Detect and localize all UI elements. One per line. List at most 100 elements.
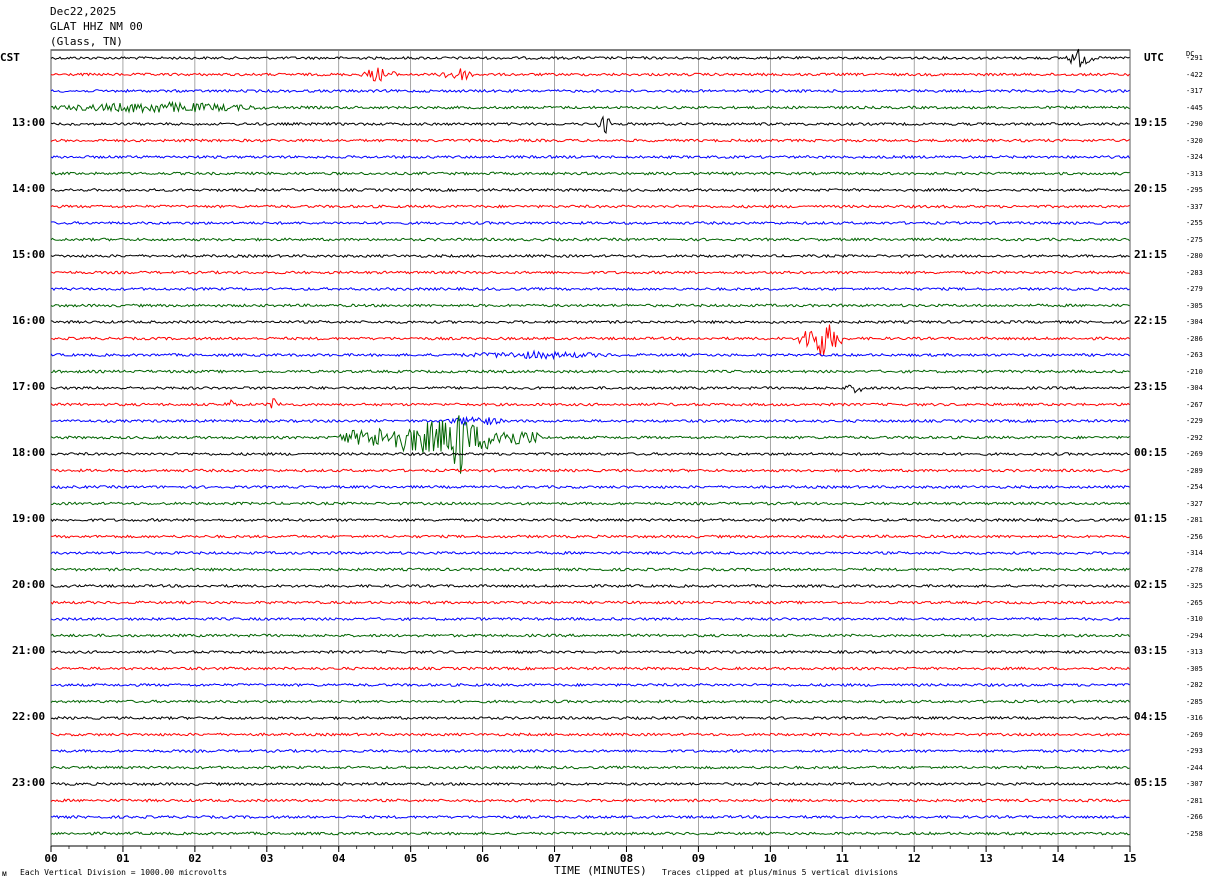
trace-line — [50, 468, 1130, 473]
right-hour-label: 03:15 — [1134, 644, 1168, 657]
trace-line — [50, 171, 1130, 176]
dc-offset-label: -291 — [1186, 54, 1203, 62]
dc-offset-label: -256 — [1186, 532, 1203, 541]
dc-offset-label: -317 — [1186, 87, 1203, 95]
dc-offset-label: -292 — [1186, 433, 1203, 442]
trace-line — [50, 398, 1130, 409]
trace-line — [50, 286, 1130, 292]
dc-offset-label: -258 — [1186, 829, 1203, 838]
trace-line — [50, 600, 1130, 605]
dc-offset-label: -255 — [1186, 219, 1203, 227]
left-hour-label: 15:00 — [12, 248, 46, 261]
trace-line — [50, 415, 1130, 426]
left-timezone: CST — [0, 51, 20, 64]
trace-line — [50, 715, 1130, 721]
right-hour-label: 00:15 — [1134, 446, 1168, 459]
dc-offset-label: -265 — [1186, 598, 1203, 607]
trace-line — [50, 616, 1130, 622]
dc-offset-label: -278 — [1186, 565, 1203, 574]
dc-offset-label: -294 — [1186, 631, 1203, 640]
left-hour-label: 22:00 — [12, 710, 46, 723]
trace-line — [50, 415, 1130, 474]
trace-line — [50, 237, 1130, 242]
x-tick-label: 05 — [404, 852, 417, 865]
x-tick-label: 01 — [116, 852, 130, 865]
right-hour-label: 02:15 — [1134, 578, 1168, 591]
trace-line — [50, 369, 1130, 374]
dc-offset-label: -305 — [1186, 664, 1203, 673]
station-location: (Glass, TN) — [50, 35, 123, 48]
dc-offset-label: -279 — [1186, 285, 1203, 293]
dc-offset-label: -445 — [1186, 103, 1203, 112]
dc-offset-label: -263 — [1186, 351, 1203, 359]
dc-offset-label: -310 — [1186, 615, 1203, 623]
plot-frame — [50, 49, 1131, 847]
trace-line — [50, 732, 1130, 737]
right-hour-label: 19:15 — [1134, 116, 1168, 129]
trace-line — [50, 67, 1130, 82]
trace-line — [50, 253, 1130, 259]
x-tick-label: 12 — [908, 852, 921, 865]
trace-line — [50, 666, 1130, 671]
plot-date: Dec22,2025 — [50, 5, 117, 18]
dc-offset-label: -269 — [1186, 730, 1203, 739]
x-tick-label: 15 — [1123, 852, 1136, 865]
trace-line — [50, 814, 1130, 820]
x-axis-label: TIME (MINUTES) — [554, 864, 647, 877]
trace-line — [50, 349, 1130, 361]
x-tick-label: 07 — [548, 852, 561, 865]
dc-offset-label: -313 — [1186, 169, 1203, 178]
trace-line — [50, 88, 1130, 94]
trace-line — [50, 138, 1130, 143]
right-hour-label: 01:15 — [1134, 512, 1168, 525]
dc-offset-label: -325 — [1186, 582, 1203, 590]
trace-line — [50, 204, 1130, 209]
dc-offset-label: -304 — [1186, 384, 1203, 392]
trace-line — [50, 781, 1130, 787]
left-hour-label: 16:00 — [12, 314, 46, 327]
right-timezone: UTC — [1144, 51, 1164, 64]
dc-offset-label: -285 — [1186, 697, 1203, 706]
trace-line — [50, 484, 1130, 490]
right-hour-label: 23:15 — [1134, 380, 1168, 393]
trace-line — [50, 633, 1130, 638]
dc-offset-label: -327 — [1186, 499, 1203, 508]
dc-offset-label: -316 — [1186, 714, 1203, 722]
trace-line — [51, 682, 1130, 688]
scale-note: Each Vertical Division = 1000.00 microvo… — [20, 868, 228, 877]
dc-offset-label: -304 — [1186, 318, 1203, 326]
dc-offset-label: -290 — [1186, 120, 1203, 128]
dc-offset-label: -281 — [1186, 796, 1203, 805]
trace-line — [50, 303, 1130, 308]
dc-offset-label: -286 — [1186, 334, 1203, 343]
dc-offset-label: -275 — [1186, 235, 1203, 244]
dc-offset-label: -314 — [1186, 549, 1203, 557]
trace-line — [50, 501, 1130, 506]
x-tick-label: 14 — [1051, 852, 1065, 865]
right-hour-label: 05:15 — [1134, 776, 1168, 789]
dc-offset-label: -313 — [1186, 648, 1203, 656]
dc-header: DC — [1186, 50, 1195, 58]
x-tick-label: 13 — [980, 852, 993, 865]
right-hour-label: 20:15 — [1134, 182, 1168, 195]
x-tick-label: 02 — [188, 852, 201, 865]
dc-offset-label: -266 — [1186, 813, 1203, 821]
trace-line — [50, 48, 1130, 68]
left-hour-label: 18:00 — [12, 446, 46, 459]
trace-line — [50, 831, 1130, 836]
trace-line — [50, 699, 1130, 704]
dc-offset-label: -210 — [1186, 367, 1203, 376]
dc-offset-label: -269 — [1186, 450, 1203, 458]
trace-line — [50, 270, 1130, 275]
dc-offset-label: -267 — [1186, 400, 1203, 409]
trace-line — [50, 649, 1130, 655]
trace-line — [50, 534, 1130, 539]
trace-line — [50, 384, 1130, 394]
dc-offset-label: -280 — [1186, 252, 1203, 260]
dc-offset-label: -289 — [1186, 466, 1203, 475]
trace-line — [50, 324, 1130, 356]
dc-offset-label: -283 — [1186, 268, 1203, 277]
dc-offset-label: -282 — [1186, 681, 1203, 689]
left-hour-label: 23:00 — [12, 776, 46, 789]
